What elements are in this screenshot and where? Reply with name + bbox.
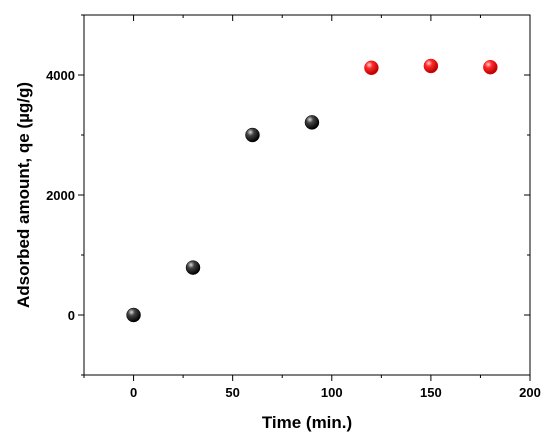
data-point-s1-0 <box>364 60 379 76</box>
y-tick-label: 4000 <box>46 68 75 83</box>
x-tick-label: 150 <box>420 385 442 400</box>
ticks <box>78 14 531 381</box>
x-tick-label: 200 <box>519 385 541 400</box>
y-axis-title: Adsorbed amount, qe (µg/g) <box>14 82 33 308</box>
y-tick-label: 2000 <box>46 188 75 203</box>
x-tick-label: 0 <box>130 385 137 400</box>
data-point-s0-2 <box>245 127 260 143</box>
data-point-s0-3 <box>304 115 320 130</box>
x-axis-title: Time (min.) <box>262 413 352 432</box>
x-tick-label: 100 <box>321 385 343 400</box>
data-point-s0-1 <box>185 260 201 275</box>
x-tick-label: 50 <box>225 385 239 400</box>
data-point-s1-2 <box>483 59 498 75</box>
data-point-s1-1 <box>423 58 439 74</box>
y-tick-label: 0 <box>68 308 75 323</box>
data-points <box>126 58 498 323</box>
plot-frame <box>83 14 531 376</box>
data-point-s0-0 <box>126 307 141 323</box>
